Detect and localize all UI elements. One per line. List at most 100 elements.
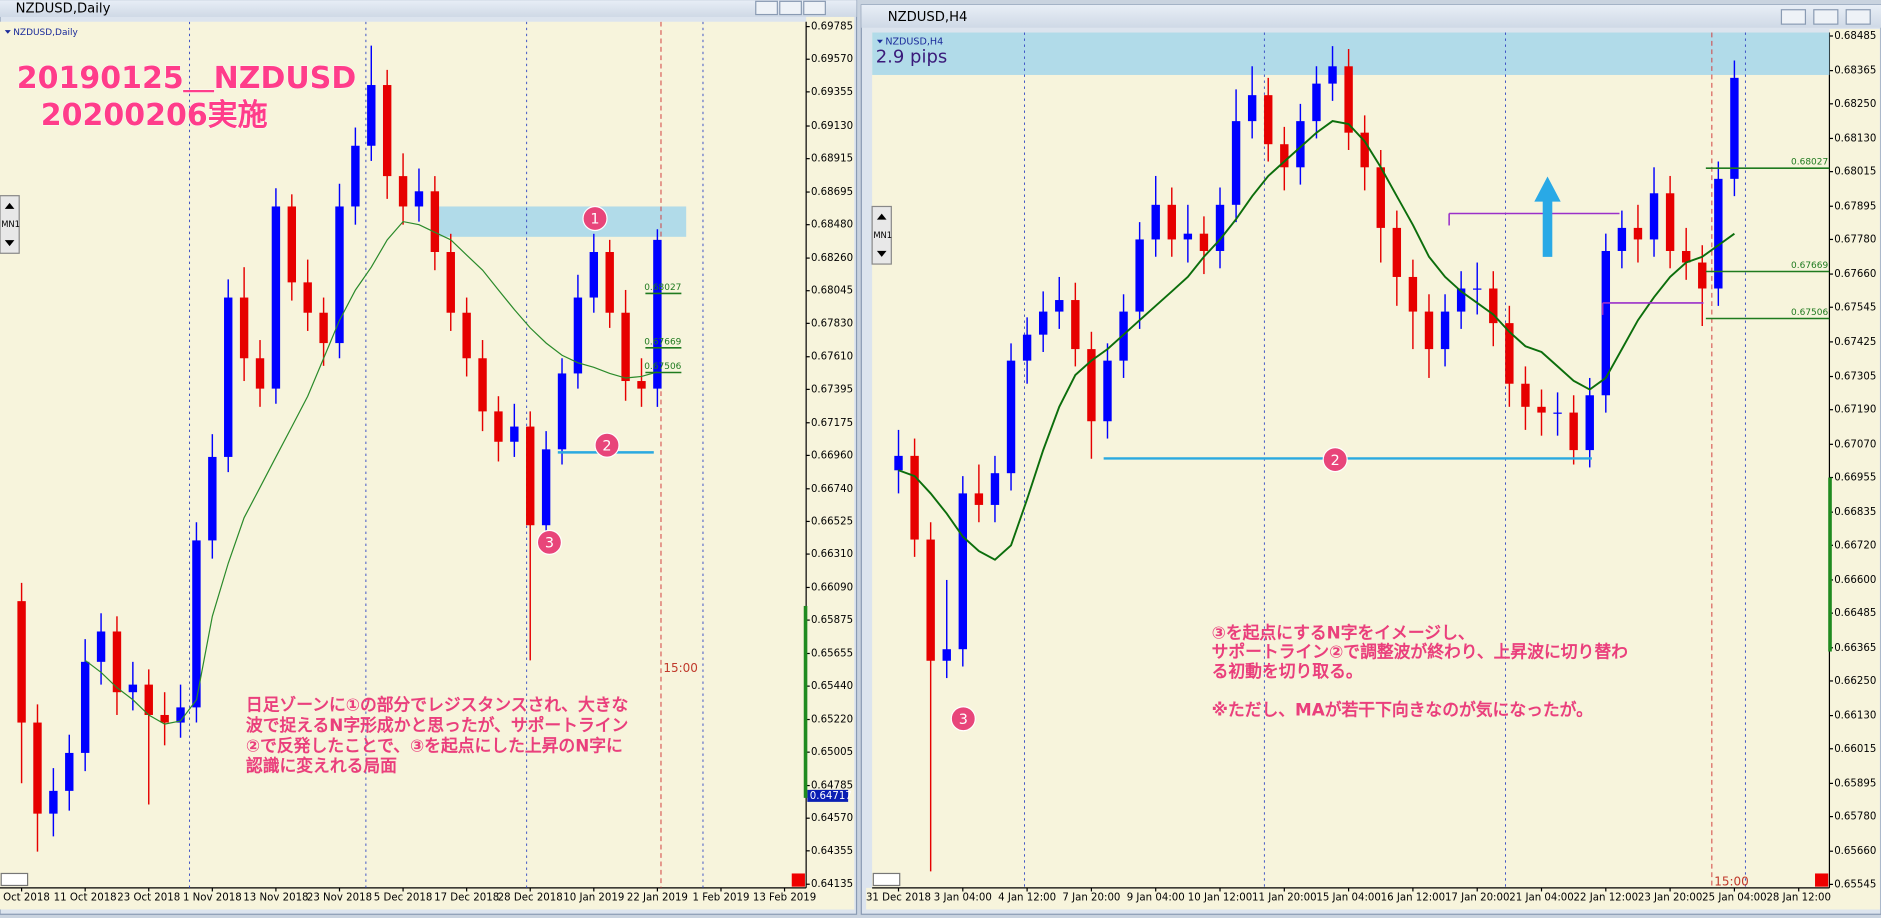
candle-body — [398, 176, 408, 207]
annotation-note: 日足ゾーンに①の部分でレジスタンスされ、大きな — [246, 695, 629, 715]
candle-body — [1665, 193, 1675, 251]
y-tick-label: 0.68365 — [1834, 66, 1876, 77]
window-buttons[interactable] — [1780, 9, 1871, 25]
y-tick-label: 0.66960 — [811, 450, 853, 461]
x-tick-label: 22 Jan 2019 — [627, 892, 688, 903]
price-marker-label: 0.64717 — [810, 791, 852, 802]
toolbar-icon[interactable] — [872, 872, 901, 887]
y-tick-label: 0.68130 — [1834, 133, 1876, 144]
chart-label: NZDUSD,H4 — [885, 37, 943, 48]
candle-body — [910, 455, 919, 540]
corner-button[interactable] — [791, 873, 805, 887]
candle-body — [1714, 178, 1723, 289]
x-tick-label: 21 Jan 04:00 — [1509, 892, 1574, 903]
y-tick-label: 0.68015 — [1834, 167, 1876, 178]
candle-body — [1633, 227, 1643, 240]
x-tick-label: 13 Nov 2018 — [243, 892, 308, 903]
y-tick-label: 0.69130 — [811, 121, 853, 132]
candle-body — [367, 85, 376, 146]
candle-body — [1505, 323, 1514, 384]
candle-body — [1215, 204, 1225, 251]
candle-body — [1103, 360, 1112, 422]
x-tick-label: 31 Dec 2018 — [866, 892, 931, 903]
time-marker-label: 15:00 — [663, 661, 698, 675]
candle-body — [1247, 95, 1257, 122]
candle-body — [1537, 406, 1546, 413]
moving-average — [898, 120, 1735, 561]
y-tick-label: 0.66600 — [1834, 575, 1876, 586]
candle-body — [17, 601, 26, 723]
y-tick-label: 0.66740 — [811, 484, 853, 495]
candle-body — [589, 252, 599, 298]
candle-body — [192, 540, 201, 708]
pips-label: 2.9 pips — [876, 47, 948, 68]
level-label: 0.68027 — [644, 283, 681, 293]
point-marker-label: 3 — [959, 712, 968, 728]
point-marker — [582, 205, 608, 232]
point-marker — [594, 432, 620, 458]
candle-body — [1440, 311, 1450, 350]
x-tick-label: 3 Jan 04:00 — [934, 892, 992, 903]
x-tick-label: 4 Jan 12:00 — [998, 892, 1056, 903]
candle-body — [1617, 227, 1627, 251]
candle-body — [271, 206, 281, 389]
candle-body — [255, 358, 265, 389]
scroll-up — [4, 202, 15, 209]
period-panel[interactable] — [871, 205, 892, 265]
candle-body — [1071, 300, 1080, 350]
level-label: 0.67506 — [1791, 308, 1828, 318]
scroll-down — [876, 250, 887, 257]
candle-body — [1231, 121, 1241, 205]
y-tick-label: 0.68695 — [811, 187, 853, 198]
y-tick-label: 0.65005 — [811, 747, 853, 758]
scroll-down — [4, 240, 15, 247]
y-tick-label: 0.65895 — [1834, 778, 1876, 789]
toolbar-icon[interactable] — [0, 872, 29, 887]
candle-body — [1135, 239, 1144, 312]
candle-body — [541, 449, 551, 526]
y-tick-label: 0.67305 — [1834, 372, 1876, 383]
y-tick-label: 0.64570 — [811, 813, 853, 824]
candle-body — [1038, 311, 1048, 335]
x-tick-label: 10 Jan 2019 — [563, 892, 624, 903]
candle-body — [335, 206, 344, 344]
candle-body — [653, 239, 662, 389]
y-tick-label: 0.68045 — [811, 286, 853, 297]
candle-body — [1376, 167, 1385, 228]
x-tick-label: 15 Jan 04:00 — [1316, 892, 1381, 903]
x-tick-label: 23 Nov 2018 — [307, 892, 372, 903]
annotation-note: ②で反発したことで、③を起点にした上昇のN字に — [246, 735, 623, 755]
annotation-note: る初動を切り取る。 — [1212, 661, 1363, 681]
candle-body — [1328, 66, 1337, 84]
y-tick-label: 0.67425 — [1834, 337, 1876, 348]
candle-body — [160, 714, 169, 723]
y-tick-label: 0.64135 — [811, 879, 853, 890]
y-tick-label: 0.66835 — [1834, 507, 1876, 518]
candle-body — [1473, 288, 1482, 290]
y-tick-label: 0.67545 — [1834, 302, 1876, 313]
time-axis — [866, 887, 1880, 910]
point-marker — [536, 529, 563, 555]
y-tick-label: 0.67830 — [811, 318, 853, 329]
candle-body — [144, 684, 153, 715]
plot-background — [872, 32, 1830, 888]
candle-body — [974, 493, 984, 505]
y-tick-label: 0.68915 — [811, 154, 853, 165]
candle-body — [1312, 83, 1321, 122]
candle-body — [1087, 349, 1096, 422]
window-buttons[interactable] — [755, 0, 826, 16]
period-button[interactable]: MN1 — [1, 219, 20, 229]
candle-body — [478, 358, 487, 412]
period-button[interactable]: MN1 — [873, 230, 892, 240]
candle-body — [1408, 276, 1418, 312]
x-tick-label: 28 Dec 2018 — [498, 892, 563, 903]
corner-button[interactable] — [1815, 873, 1829, 887]
period-panel[interactable] — [0, 195, 20, 254]
candle-body — [1280, 144, 1289, 168]
candle-body — [446, 252, 455, 313]
y-tick-label: 0.65655 — [811, 648, 853, 659]
x-tick-label: 13 Feb 2019 — [753, 892, 816, 903]
x-tick-label: 16 Jan 12:00 — [1381, 892, 1446, 903]
annotation-note: サポートライン②で調整波が終わり、上昇波に切り替わ — [1212, 642, 1628, 662]
